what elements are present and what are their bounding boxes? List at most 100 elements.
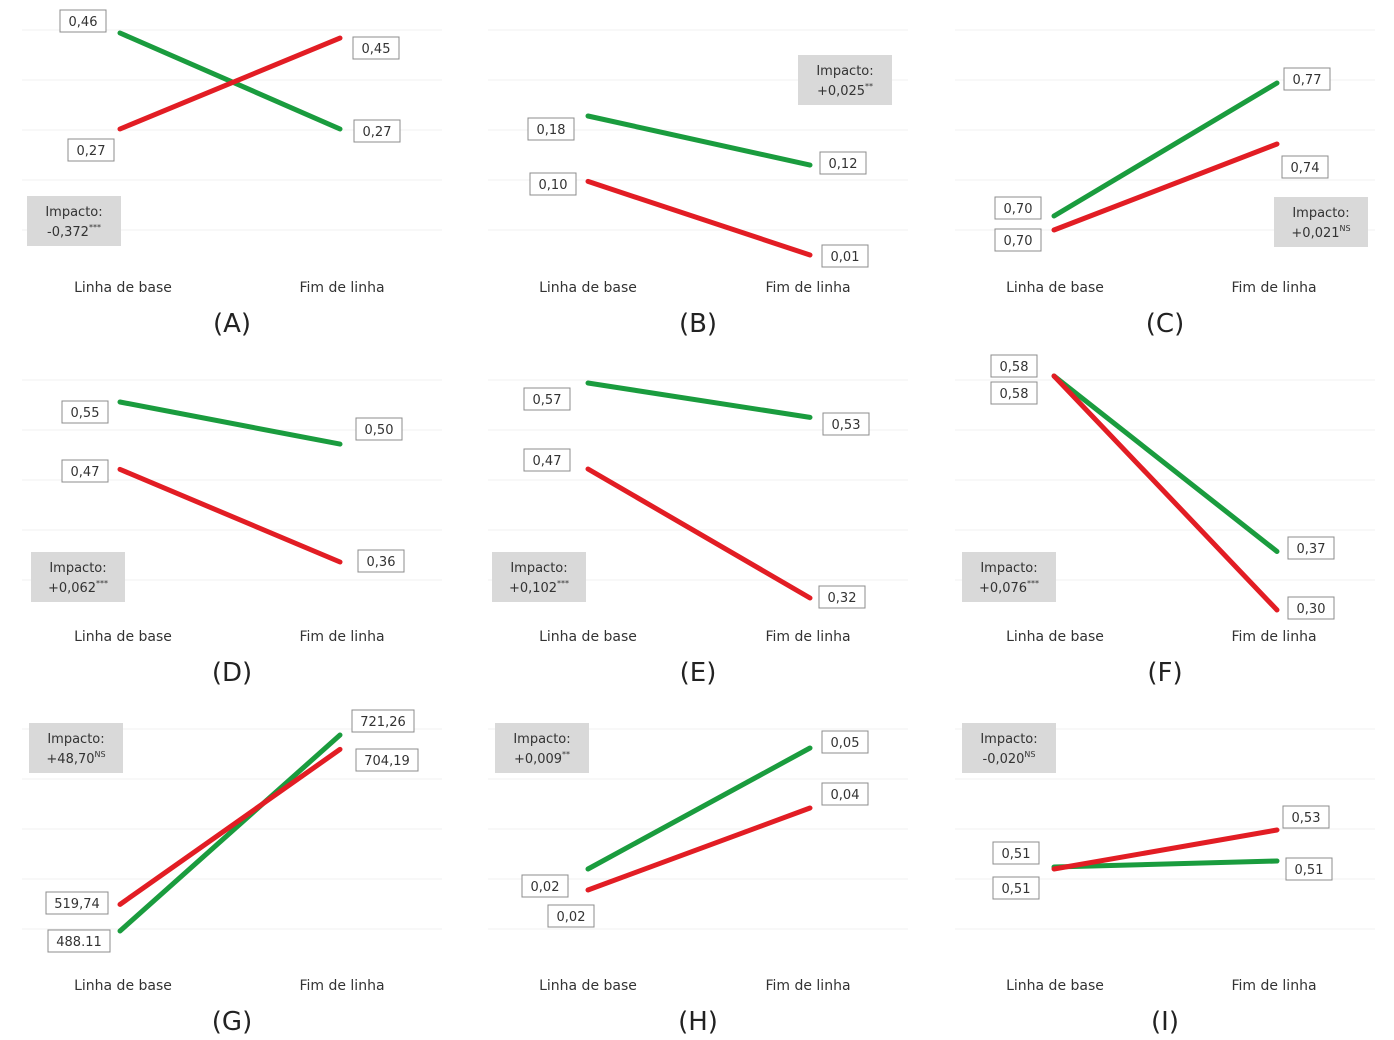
panel-label: (C): [1146, 309, 1184, 339]
value-label-box: [821, 244, 869, 268]
value-label-box: [1283, 67, 1331, 91]
value-label: 488.11: [56, 935, 102, 950]
category-label: Fim de linha: [1231, 629, 1316, 645]
panel-label: (E): [680, 658, 717, 688]
series-line-green: [585, 380, 813, 420]
value-label: 0,02: [557, 910, 586, 925]
value-label-box: [357, 549, 405, 573]
panel-label: (D): [212, 658, 252, 688]
value-label: 0,51: [1295, 863, 1324, 878]
value-label: 0,55: [71, 406, 100, 421]
impact-box: [798, 55, 892, 105]
impact-label: Impacto:: [1292, 206, 1349, 221]
value-label: 0,27: [363, 125, 392, 140]
category-label: Linha de base: [74, 629, 172, 645]
value-label: 0,53: [1292, 811, 1321, 826]
value-label-box: [61, 459, 109, 483]
value-label: 0,46: [69, 15, 98, 30]
value-label-box: [821, 730, 869, 754]
panel-label: (G): [212, 1007, 252, 1037]
value-label: 721,26: [360, 715, 406, 730]
panel-label: (H): [678, 1007, 718, 1037]
value-label: 0,45: [362, 42, 391, 57]
value-label-box: [822, 412, 870, 436]
value-label-box: [990, 354, 1038, 378]
value-label: 0,47: [533, 454, 562, 469]
category-label: Linha de base: [74, 978, 172, 994]
value-label-box: [1287, 536, 1335, 560]
value-label-box: [61, 400, 109, 424]
value-label-box: [819, 151, 867, 175]
impact-box: [962, 723, 1056, 773]
value-label: 0,36: [367, 555, 396, 570]
value-label-box: [45, 891, 109, 915]
value-label-box: [523, 387, 571, 411]
value-label-box: [523, 448, 571, 472]
series-line-red: [1051, 373, 1280, 613]
impact-value: +0,062***: [48, 579, 108, 596]
category-label: Linha de base: [74, 280, 172, 296]
category-label: Fim de linha: [1231, 978, 1316, 994]
series-line-green: [1051, 80, 1280, 219]
value-label-box: [47, 929, 111, 953]
value-label-box: [992, 841, 1040, 865]
series-line-red: [585, 466, 813, 601]
panel-d: 0,55 0,50 0,47 0,36 Impacto: +0,062*** Linha d…: [22, 379, 442, 688]
series-line-red: [117, 466, 343, 565]
value-label: 0,70: [1004, 202, 1033, 217]
series-line-red: [117, 746, 343, 907]
value-label-box: [59, 9, 107, 33]
category-label: Linha de base: [1006, 629, 1104, 645]
category-label: Fim de linha: [1231, 280, 1316, 296]
impact-label: Impacto:: [49, 561, 106, 576]
value-label-box: [355, 417, 403, 441]
value-label: 0,37: [1297, 542, 1326, 557]
value-label-box: [994, 196, 1042, 220]
impact-box: [31, 552, 125, 602]
value-label: 0,58: [1000, 360, 1029, 375]
impact-box: [29, 723, 123, 773]
series-line-red: [585, 178, 813, 258]
series-line-green: [1051, 373, 1280, 554]
value-label-box: [1287, 596, 1335, 620]
value-label: 0,27: [77, 144, 106, 159]
value-label-box: [818, 585, 866, 609]
value-label-box: [352, 36, 400, 60]
value-label: 0,74: [1291, 161, 1320, 176]
value-label: 0,01: [831, 250, 860, 265]
impact-label: Impacto:: [513, 732, 570, 747]
value-label: 0,58: [1000, 387, 1029, 402]
value-label-box: [521, 874, 569, 898]
panel-label: (F): [1147, 658, 1182, 688]
impact-value: +0,009**: [514, 750, 570, 767]
value-label-box: [1281, 155, 1329, 179]
impact-box: [962, 552, 1056, 602]
series-line-green: [1051, 858, 1280, 870]
value-label: 0,10: [539, 178, 568, 193]
impact-value: +0,025**: [817, 82, 873, 99]
value-label-box: [527, 117, 575, 141]
series-line-green: [117, 399, 343, 447]
panel-i: 0,51 0,51 0,51 0,53 Impacto: -0,020NS Linha de…: [955, 723, 1375, 1037]
series-line-red: [1051, 141, 1280, 233]
panel-g: 488.11 721,26 519,74 704,19 Impacto: +48,70NS…: [22, 709, 442, 1037]
category-label: Fim de linha: [299, 629, 384, 645]
panel-e: 0,57 0,53 0,47 0,32 Impacto: +0,102*** Linha d…: [488, 379, 908, 688]
series-line-red: [1051, 827, 1280, 872]
impact-label: Impacto:: [816, 64, 873, 79]
impact-box: [1274, 197, 1368, 247]
category-label: Fim de linha: [765, 280, 850, 296]
category-label: Fim de linha: [765, 978, 850, 994]
value-label: 0,02: [531, 880, 560, 895]
panel-h: 0,02 0,05 0,02 0,04 Impacto: +0,009** Linha de…: [488, 723, 908, 1037]
impact-value: +0,102***: [509, 579, 569, 596]
impact-value: +48,70NS: [46, 750, 105, 767]
category-label: Fim de linha: [299, 978, 384, 994]
panel-a: 0,46 0,27 0,27 0,45 Impacto: -0,372*** Linha d…: [22, 9, 442, 339]
value-label: 0,05: [831, 736, 860, 751]
category-label: Linha de base: [539, 629, 637, 645]
category-label: Linha de base: [539, 280, 637, 296]
value-label: 0,50: [365, 423, 394, 438]
impact-value: +0,021NS: [1291, 224, 1350, 241]
